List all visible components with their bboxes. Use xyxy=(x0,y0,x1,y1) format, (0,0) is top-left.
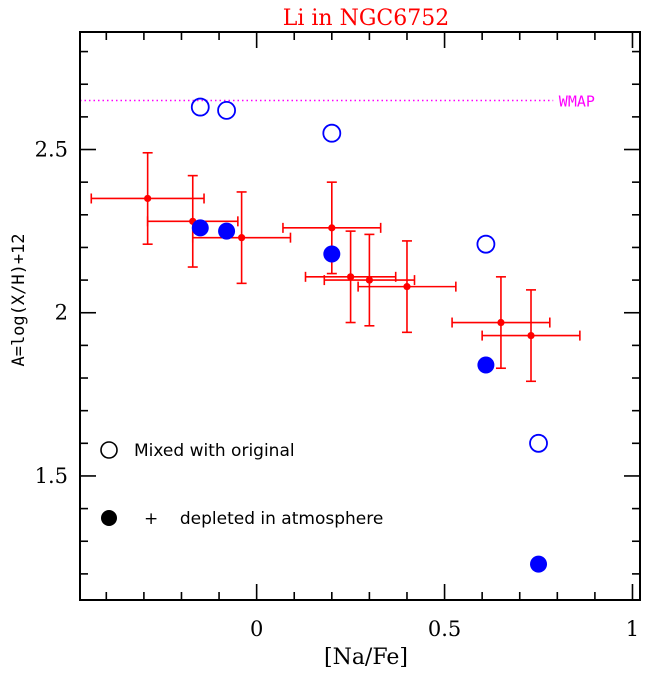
red-data-point xyxy=(403,283,411,291)
red-data-point xyxy=(347,273,355,281)
error-bar-point xyxy=(323,233,416,327)
data-markers xyxy=(190,97,548,573)
x-tick-label: 0.5 xyxy=(428,617,461,641)
error-bar-point xyxy=(90,151,205,245)
wmap-label: WMAP xyxy=(559,93,595,111)
chart-title: Li in NGC6752 xyxy=(283,6,449,31)
legend-filled-circle-icon xyxy=(101,510,117,526)
filled-circle-point xyxy=(323,245,341,263)
legend-label: + depleted in atmosphere xyxy=(144,509,383,529)
plot-frame xyxy=(79,31,641,601)
error-bars xyxy=(90,151,581,383)
red-data-point xyxy=(238,234,246,242)
red-data-point xyxy=(144,194,152,203)
error-bar-point xyxy=(191,191,292,285)
error-bar-point xyxy=(481,289,581,383)
red-data-point xyxy=(527,331,535,340)
red-data-point xyxy=(497,318,505,327)
filled-circle-point xyxy=(218,222,236,240)
x-tick-label: 0 xyxy=(250,617,263,641)
y-axis-label: A=log(X/H)+12 xyxy=(9,233,29,366)
error-bar-point xyxy=(451,276,551,370)
y-tick-label: 2.5 xyxy=(35,138,68,162)
legend-entry: + depleted in atmosphere xyxy=(101,509,383,529)
tick-labels: 0 0.5 1 1.5 2 2.5 xyxy=(35,138,640,641)
x-tick-label: 1 xyxy=(626,617,639,641)
red-data-point xyxy=(328,224,336,232)
legend-label: Mixed with original xyxy=(134,441,295,461)
filled-circle-point xyxy=(530,555,548,573)
reference-line-group: WMAP xyxy=(80,93,595,111)
legend-entry: Mixed with original xyxy=(100,441,295,461)
filled-circle-point xyxy=(191,219,209,237)
error-bar-point xyxy=(146,174,239,268)
open-circle-point xyxy=(476,234,496,254)
red-data-point xyxy=(365,276,373,284)
y-tick-label: 2 xyxy=(55,301,68,325)
open-circle-point xyxy=(190,97,210,117)
legend: Mixed with original + depleted in atmosph… xyxy=(100,441,383,529)
x-axis-label: [Na/Fe] xyxy=(324,645,408,670)
axis-ticks xyxy=(80,32,640,600)
filled-circle-point xyxy=(477,356,495,374)
open-circle-point xyxy=(217,100,236,120)
error-bar-point xyxy=(304,230,397,324)
error-bar-point xyxy=(357,240,457,334)
legend-open-circle-icon xyxy=(100,441,118,459)
open-circle-point xyxy=(529,433,548,453)
y-tick-label: 1.5 xyxy=(35,464,68,488)
open-circle-point xyxy=(322,123,342,143)
